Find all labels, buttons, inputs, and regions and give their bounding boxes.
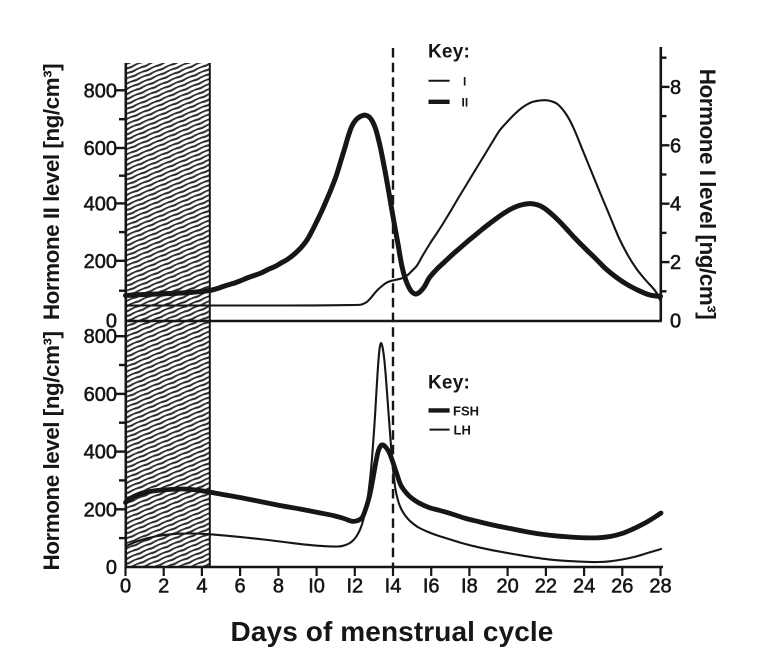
svg-text:600: 600: [84, 384, 117, 406]
svg-text:2: 2: [158, 576, 169, 598]
svg-text:I2: I2: [346, 576, 363, 598]
svg-text:0: 0: [670, 311, 681, 333]
svg-text:20: 20: [496, 576, 518, 598]
svg-text:24: 24: [573, 576, 595, 598]
svg-text:800: 800: [84, 80, 117, 102]
svg-text:Key:: Key:: [428, 373, 470, 394]
svg-text:I4: I4: [385, 576, 402, 598]
svg-text:I: I: [463, 75, 466, 89]
svg-text:I0: I0: [308, 576, 325, 598]
svg-text:800: 800: [84, 326, 117, 348]
svg-text:I8: I8: [461, 576, 478, 598]
svg-text:8: 8: [273, 576, 284, 598]
svg-text:400: 400: [84, 442, 117, 464]
svg-text:4: 4: [196, 576, 207, 598]
svg-text:400: 400: [84, 193, 117, 215]
svg-text:2: 2: [670, 252, 681, 274]
svg-text:0: 0: [106, 311, 117, 333]
svg-text:6: 6: [235, 576, 246, 598]
svg-text:600: 600: [84, 138, 117, 160]
svg-text:200: 200: [84, 499, 117, 521]
svg-text:22: 22: [535, 576, 557, 598]
svg-text:8: 8: [670, 77, 681, 99]
svg-text:6: 6: [670, 135, 681, 157]
svg-text:I6: I6: [423, 576, 440, 598]
svg-text:0: 0: [106, 557, 117, 579]
svg-text:FSH: FSH: [453, 404, 479, 419]
svg-text:28: 28: [649, 576, 671, 598]
svg-text:Hormone I level [ng/cm³]: Hormone I level [ng/cm³]: [695, 69, 720, 320]
svg-text:0: 0: [120, 576, 131, 598]
svg-text:II: II: [462, 96, 469, 110]
svg-text:Key:: Key:: [428, 42, 470, 63]
svg-text:4: 4: [670, 194, 681, 216]
svg-text:200: 200: [84, 251, 117, 273]
svg-text:Days of menstrual cycle: Days of menstrual cycle: [231, 616, 554, 647]
svg-text:26: 26: [611, 576, 633, 598]
svg-text:LH: LH: [454, 423, 471, 438]
svg-text:Hormone II level [ng/cm³]: Hormone II level [ng/cm³]: [39, 64, 64, 320]
svg-text:Hormone level [ng/cm³]: Hormone level [ng/cm³]: [39, 331, 64, 570]
